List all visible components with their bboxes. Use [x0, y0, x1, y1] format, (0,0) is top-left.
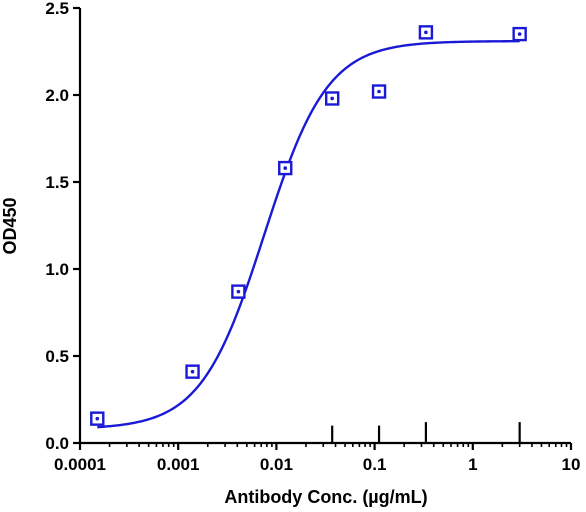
x-tick-label: 0.001 — [157, 455, 200, 474]
x-tick-label: 0.0001 — [54, 455, 106, 474]
y-tick-label: 1.5 — [45, 173, 69, 192]
x-tick-label: 0.1 — [363, 455, 387, 474]
x-axis-title: Antibody Conc. (µg/mL) — [224, 487, 427, 507]
data-point — [371, 84, 387, 99]
data-point-center — [330, 96, 334, 101]
plot-area — [90, 25, 527, 443]
data-point — [324, 91, 340, 106]
y-tick-label: 1.0 — [45, 260, 69, 279]
y-tick-label: 0.5 — [45, 347, 69, 366]
data-point-center — [377, 89, 381, 94]
x-tick-label: 0.01 — [260, 455, 293, 474]
x-ticks: 0.0001 0.001 0.01 0.1 1 10 — [54, 443, 580, 474]
data-point — [90, 411, 105, 426]
y-tick-label: 2.5 — [45, 0, 69, 18]
y-tick-label: 0.0 — [45, 434, 69, 453]
data-point — [278, 160, 293, 176]
data-point — [231, 284, 246, 299]
y-axis-title: OD450 — [0, 197, 20, 254]
fit-curve-layer — [97, 39, 520, 429]
data-point — [512, 26, 527, 42]
data-point-center — [517, 32, 522, 36]
data-point-center — [236, 289, 241, 294]
data-point-center — [190, 369, 195, 374]
data-point-center — [95, 416, 100, 421]
error-bars-layer — [331, 422, 521, 443]
fit-curve — [97, 39, 520, 429]
data-points-layer — [90, 25, 527, 426]
y-ticks: 0.0 0.5 1.0 1.5 2.0 2.5 — [45, 0, 80, 453]
data-point-center — [283, 166, 288, 170]
x-tick-label: 1 — [468, 455, 477, 474]
data-point-center — [424, 30, 428, 35]
x-tick-label: 10 — [562, 455, 581, 474]
axes: 0.0 0.5 1.0 1.5 2.0 2.5 0.0001 0.001 0.01 0.1 1 10 — [45, 0, 580, 474]
data-point — [185, 364, 200, 379]
data-point — [418, 25, 434, 40]
y-tick-label: 2.0 — [45, 86, 69, 105]
